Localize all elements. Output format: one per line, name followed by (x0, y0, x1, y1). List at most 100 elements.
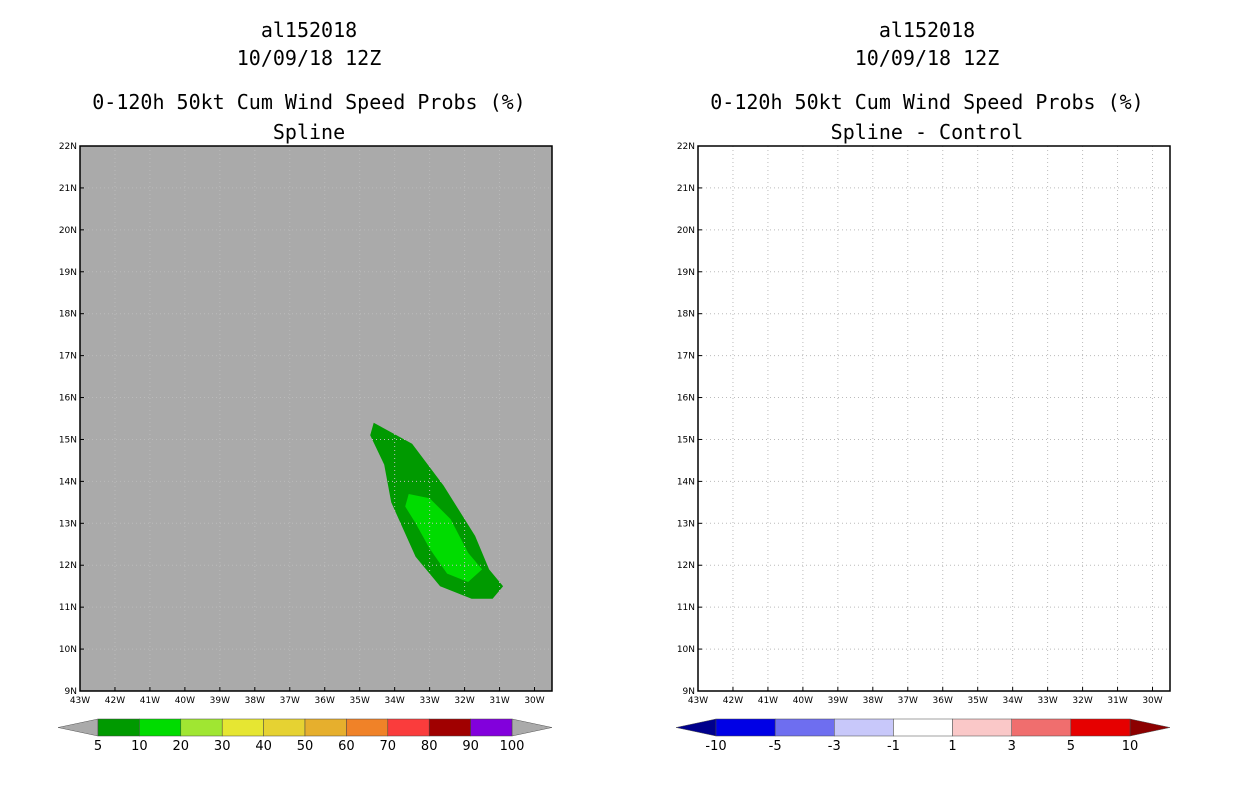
colorbar-label: 30 (214, 739, 231, 754)
difference-map: 43W 42W 41W 40W 39W 38W 37W 36W 35W 34W 33W 32W 31W 3… (675, 142, 1171, 754)
colorbar-label: 20 (173, 739, 190, 754)
lon-tick-label: 35W (968, 696, 988, 706)
lon-tick-label: 33W (419, 696, 439, 706)
probability-map: 43W 42W 41W 40W 39W 38W 37W 36W 35W 34W 33W 32W 31W 3… (57, 142, 553, 754)
lat-tick-label: 15N (59, 435, 77, 445)
lon-tick-label: 40W (793, 696, 813, 706)
colorbar-over-arrow (511, 718, 553, 737)
lat-tick-label: 16N (59, 394, 77, 404)
lon-tick-label: 34W (1002, 696, 1022, 706)
colorbar-swatch (1070, 718, 1131, 737)
subtitle: Spline (272, 120, 346, 144)
colorbar-swatch (834, 718, 894, 737)
lat-tick-label: 13N (59, 519, 77, 529)
colorbar-swatch (387, 718, 430, 737)
lat-tick-label: 17N (677, 352, 695, 362)
lon-tick-label: 38W (863, 696, 883, 706)
colorbar-swatch (715, 718, 776, 737)
colorbar-label: 3 (1008, 739, 1016, 754)
colorbar-swatch (470, 718, 513, 737)
colorbar-label: 80 (421, 739, 438, 754)
storm-id-title: al152018 (260, 18, 358, 42)
colorbar-label: 5 (94, 739, 102, 754)
right-map-panel: al152018 10/09/18 12Z 0-120h 50kt Cum Wi… (618, 0, 1236, 800)
lon-tick-label: 36W (315, 696, 335, 706)
map-frame (79, 145, 553, 692)
colorbar-label: -5 (769, 739, 782, 754)
lat-tick-label: 14N (59, 477, 77, 487)
lat-tick-label: 11N (677, 603, 695, 613)
lon-tick-label: 39W (210, 696, 230, 706)
lat-tick-label: 15N (677, 435, 695, 445)
lat-tick-label: 17N (59, 352, 77, 362)
lon-tick-label: 43W (70, 696, 90, 706)
lat-tick-label: 19N (59, 268, 77, 278)
colorbar-label: 50 (297, 739, 314, 754)
storm-id-title: al152018 (878, 18, 976, 42)
lat-tick-label: 21N (59, 184, 77, 194)
lon-tick-label: 41W (758, 696, 778, 706)
lat-tick-label: 20N (677, 226, 695, 236)
colorbar-swatch (139, 718, 182, 737)
lon-tick-label: 30W (1142, 696, 1162, 706)
subtitle: Spline - Control (830, 120, 1024, 144)
colorbar-swatch (346, 718, 389, 737)
lat-tick-label: 10N (59, 645, 77, 655)
colorbar-label: -3 (828, 739, 841, 754)
colorbar-label: 10 (1122, 739, 1139, 754)
map-background (698, 146, 1170, 691)
lon-tick-label: 41W (140, 696, 160, 706)
left-map-panel: al152018 10/09/18 12Z 0-120h 50kt Cum Wi… (57, 18, 553, 754)
lat-tick-label: 22N (59, 142, 77, 152)
lat-tick-label: 20N (59, 226, 77, 236)
colorbar-under-arrow (57, 718, 99, 737)
product-title: 0-120h 50kt Cum Wind Speed Probs (%) (92, 90, 526, 114)
lat-tick-label: 16N (677, 394, 695, 404)
colorbar-over-arrow (1129, 718, 1171, 737)
map-background (80, 146, 552, 691)
map-frame (697, 145, 1171, 692)
lat-tick-label: 18N (59, 310, 77, 320)
lon-tick-label: 35W (350, 696, 370, 706)
lon-tick-label: 31W (489, 696, 509, 706)
lat-tick-label: 19N (677, 268, 695, 278)
lon-tick-label: 32W (1072, 696, 1092, 706)
colorbar-label: 10 (131, 739, 148, 754)
colorbar-swatch (97, 718, 140, 737)
colorbar-swatch (1011, 718, 1072, 737)
lat-tick-label: 14N (677, 477, 695, 487)
colorbar-swatch (221, 718, 264, 737)
colorbar-swatch (952, 718, 1012, 737)
lat-tick-label: 11N (59, 603, 77, 613)
lat-tick-label: 10N (677, 645, 695, 655)
lon-tick-label: 43W (688, 696, 708, 706)
colorbar-swatch (774, 718, 835, 737)
lon-tick-label: 30W (524, 696, 544, 706)
lat-tick-label: 13N (677, 519, 695, 529)
lon-tick-label: 34W (384, 696, 404, 706)
product-title: 0-120h 50kt Cum Wind Speed Probs (%) (710, 90, 1144, 114)
lon-tick-label: 38W (245, 696, 265, 706)
colorbar-label: 70 (380, 739, 397, 754)
lon-tick-label: 39W (828, 696, 848, 706)
lon-tick-label: 40W (175, 696, 195, 706)
lat-tick-label: 9N (65, 687, 77, 697)
lon-tick-label: 36W (933, 696, 953, 706)
lon-tick-label: 31W (1107, 696, 1127, 706)
lat-tick-label: 21N (677, 184, 695, 194)
colorbar-label: 5 (1067, 739, 1075, 754)
colorbar-label: 100 (500, 739, 525, 754)
colorbar-swatch (304, 718, 347, 737)
lon-tick-label: 37W (898, 696, 918, 706)
lon-tick-label: 32W (454, 696, 474, 706)
probability-region (405, 494, 483, 582)
colorbar-under-arrow (675, 718, 717, 737)
colorbar-swatch (893, 718, 953, 737)
colorbar-label: 90 (462, 739, 479, 754)
colorbar-label: 60 (338, 739, 355, 754)
colorbar-label: 40 (255, 739, 272, 754)
lat-tick-label: 22N (677, 142, 695, 152)
colorbar-swatch (263, 718, 306, 737)
lon-tick-label: 42W (105, 696, 125, 706)
lat-tick-label: 12N (59, 561, 77, 571)
